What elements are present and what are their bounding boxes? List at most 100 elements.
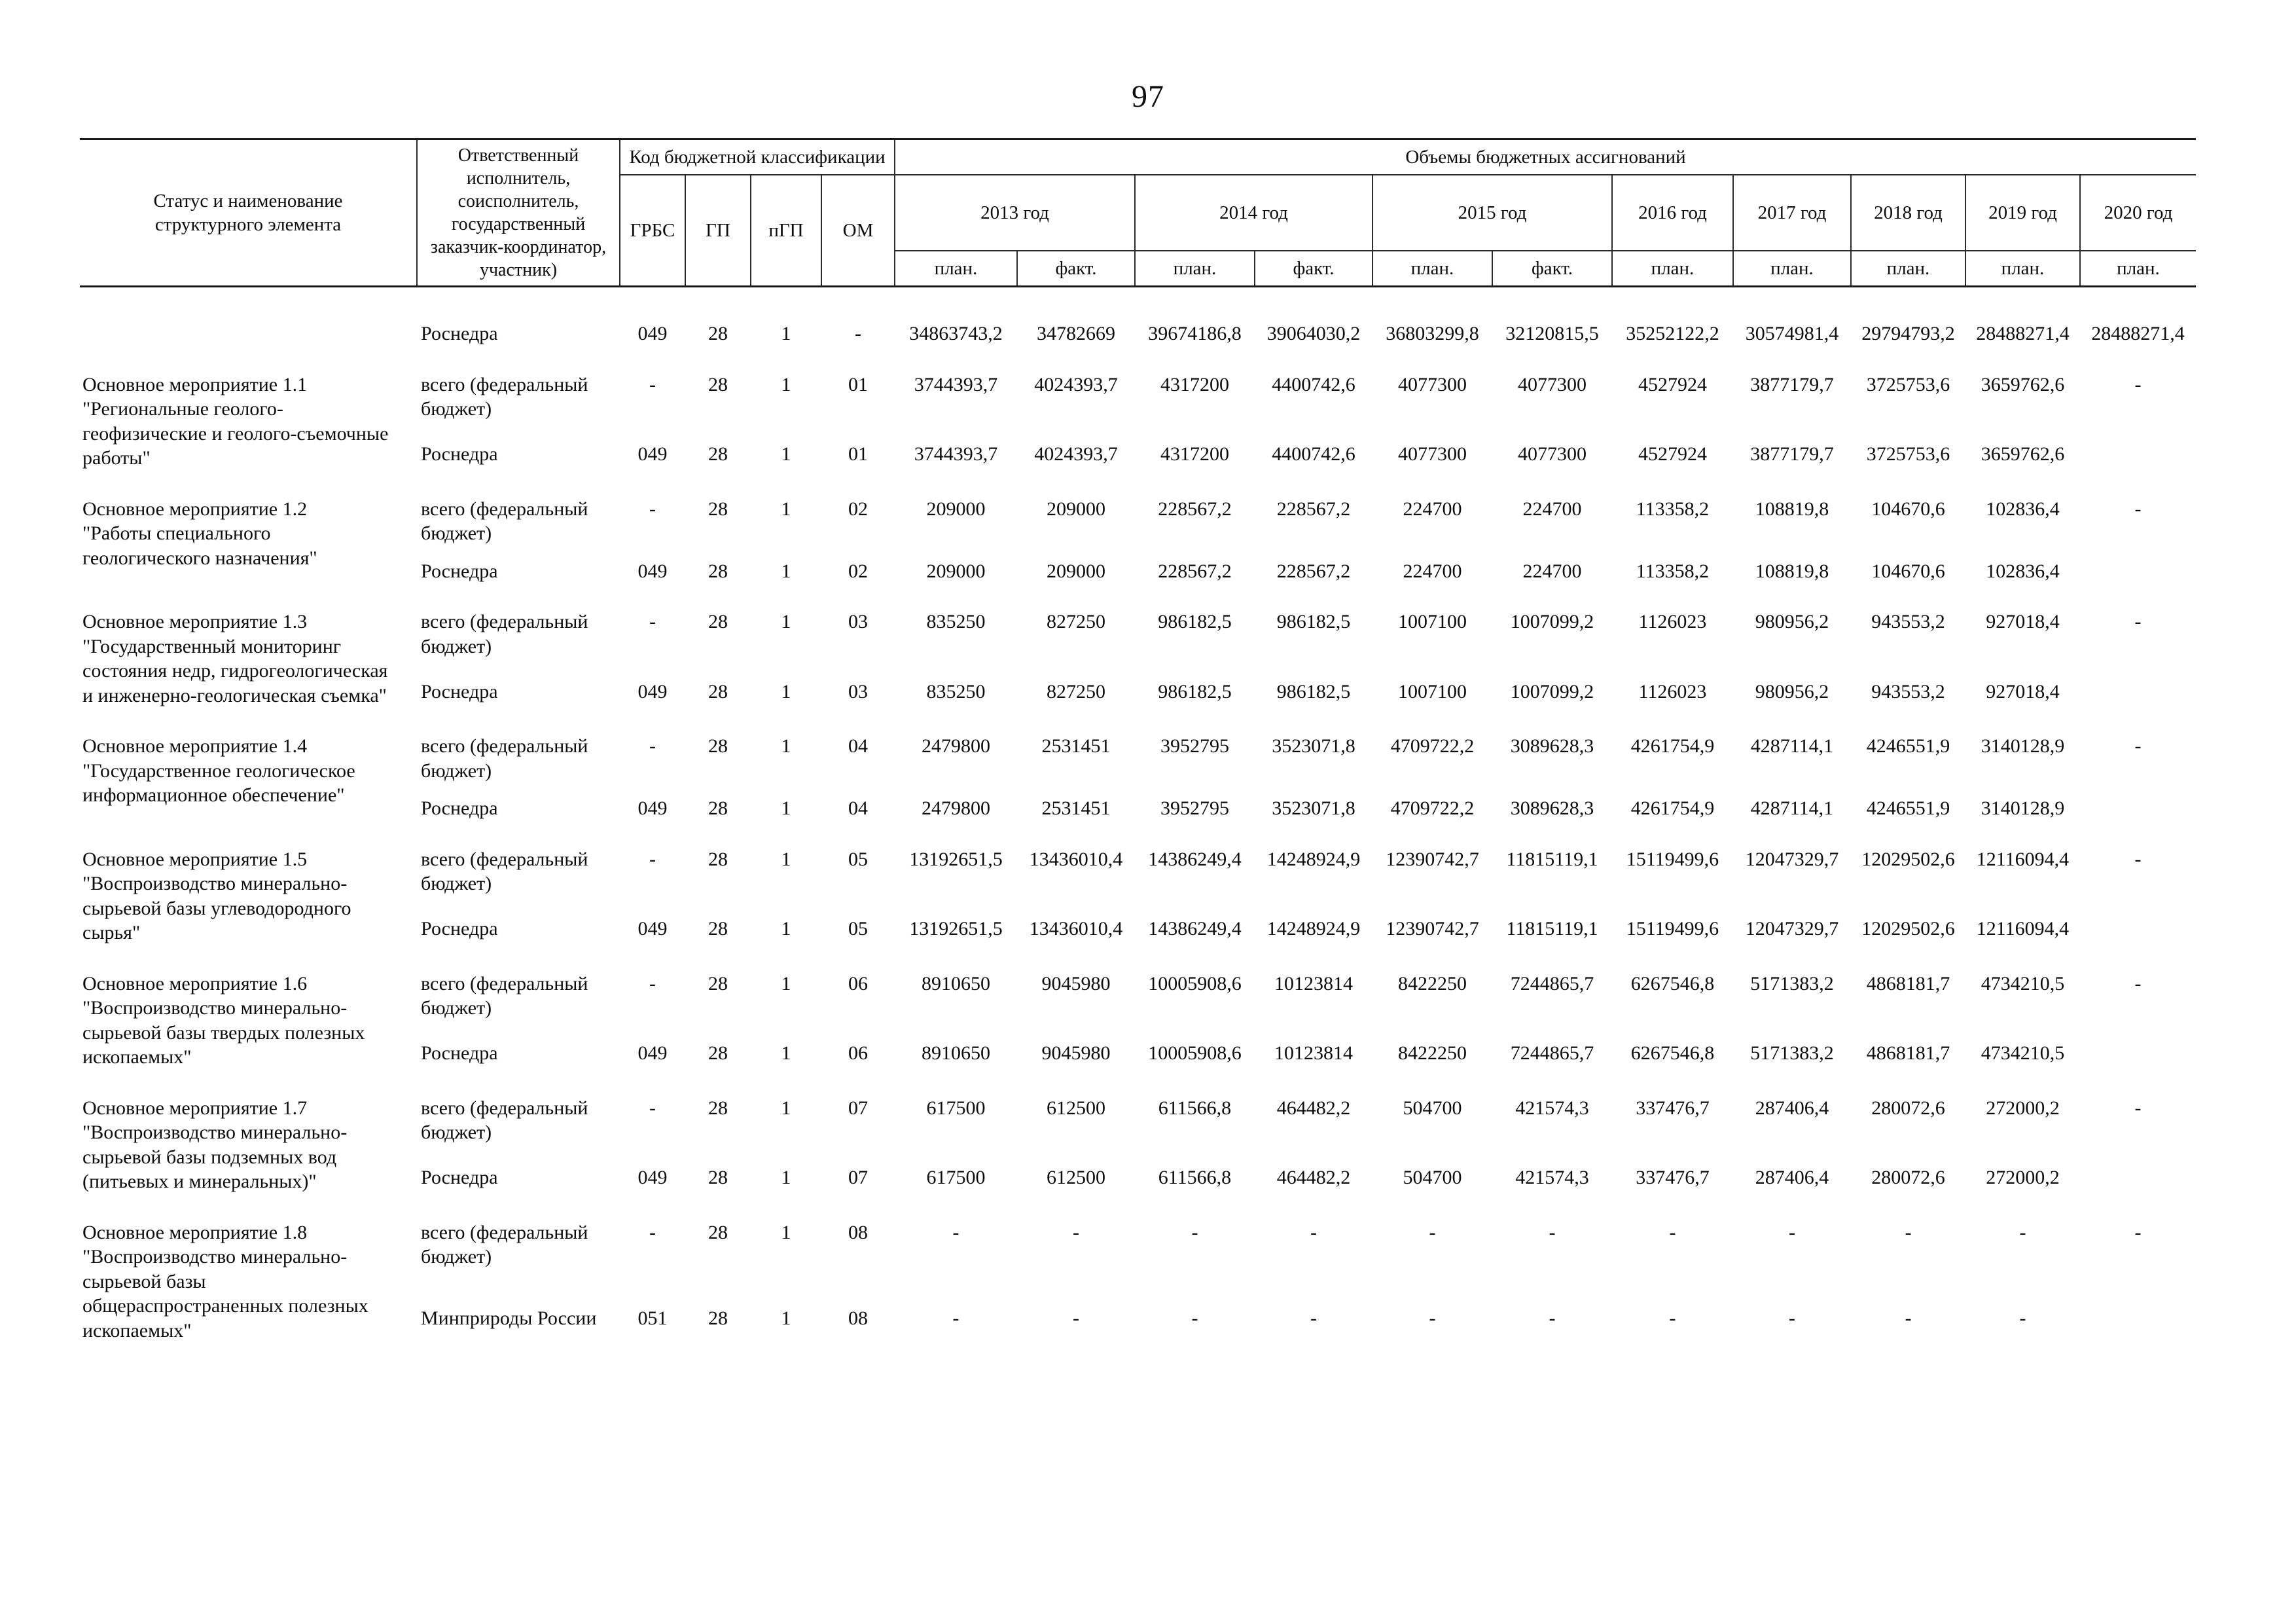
value-cell: 3523071,8 [1272, 797, 1355, 819]
code-cell: 28 [708, 323, 728, 344]
value-cell: 5171383,2 [1750, 972, 1834, 994]
value-cell: 4287114,1 [1750, 797, 1834, 819]
value-cell [2080, 666, 2196, 708]
table-row: Минприроды России 051 28 1 08 - - - - - - - - - - [80, 1293, 2196, 1343]
value-cell [2080, 783, 2196, 821]
value-cell: 421574,3 [1515, 1167, 1589, 1189]
value-cell: 6267546,8 [1630, 972, 1715, 994]
status-cell: Основное мероприятие 1.2 "Работы специаль… [80, 471, 417, 584]
value-cell: 4400742,6 [1272, 373, 1355, 395]
status-title: "Воспроизводство минерально-сырьевой баз… [82, 873, 351, 943]
value-cell: 3725753,6 [1866, 443, 1950, 465]
value-cell: 10005908,6 [1148, 972, 1242, 994]
status-label: Основное мероприятие 1.1 [82, 373, 308, 395]
value-cell: - [1549, 1221, 1556, 1243]
value-cell: - [1429, 1221, 1436, 1243]
code-cell: 28 [708, 797, 728, 819]
value-cell: 209000 [1047, 498, 1105, 520]
value-cell: 927018,4 [1986, 680, 2060, 702]
code-cell: 28 [708, 1307, 728, 1330]
value-cell: 7244865,7 [1510, 972, 1594, 994]
value-cell: 4077300 [1518, 443, 1587, 465]
value-cell: 611566,8 [1158, 1167, 1232, 1189]
executor-cell: всего (федеральный бюджет) [421, 972, 588, 1019]
value-cell: 13192651,5 [909, 848, 1003, 870]
value-cell: 4246551,9 [1866, 797, 1950, 819]
status-cell: Основное мероприятие 1.6 "Воспроизводство… [80, 945, 417, 1070]
value-cell: 7244865,7 [1510, 1042, 1594, 1065]
value-cell: 228567,2 [1276, 498, 1351, 520]
value-cell: 611566,8 [1158, 1097, 1232, 1119]
status-title: "Воспроизводство минерально-сырьевой баз… [82, 1122, 348, 1192]
value-cell: 4734210,5 [1981, 1042, 2065, 1065]
value-cell: 980956,2 [1755, 611, 1829, 632]
header-row-3: план. факт. план. факт. план. факт. план… [80, 249, 2196, 287]
value-cell: 986182,5 [1158, 611, 1232, 632]
table-row: Роснедра 049 28 1 05 13192651,5 13436010,4 1438… [80, 903, 2196, 945]
code-cell: 28 [708, 1097, 728, 1119]
value-cell: 39064030,2 [1266, 323, 1361, 344]
status-label: Основное мероприятие 1.5 [82, 848, 308, 870]
value-cell: 28488271,4 [1976, 323, 2070, 344]
executor-cell: Роснедра [421, 918, 498, 940]
value-cell: 9045980 [1041, 972, 1111, 994]
value-cell: 504700 [1403, 1167, 1462, 1189]
status-label: Основное мероприятие 1.7 [82, 1097, 308, 1119]
value-cell: - [2134, 848, 2142, 870]
value-cell: 28488271,4 [2091, 323, 2185, 344]
value-cell: 986182,5 [1276, 680, 1351, 702]
value-cell: 4246551,9 [1866, 735, 1950, 757]
value-cell: - [1310, 1307, 1317, 1330]
value-cell: - [2134, 611, 2142, 632]
code-cell: 08 [848, 1221, 868, 1243]
executor-cell: Роснедра [421, 560, 498, 582]
code-cell: 04 [848, 797, 868, 819]
table-row: Основное мероприятие 1.2 "Работы специаль… [80, 471, 2196, 569]
table-row: Роснедра 049 28 1 04 2479800 2531451 3952795 352… [80, 783, 2196, 821]
code-cell: 28 [708, 443, 728, 465]
code-cell: 28 [708, 735, 728, 757]
value-cell: 4287114,1 [1750, 735, 1834, 757]
value-cell: 224700 [1403, 560, 1462, 582]
executor-cell: Роснедра [421, 1167, 498, 1189]
code-cell: 049 [637, 1167, 668, 1189]
code-cell: 08 [848, 1307, 868, 1330]
col-header-2014-plan: план. [1134, 249, 1255, 287]
page-number: 97 [1132, 79, 1164, 114]
value-cell: 612500 [1047, 1097, 1105, 1119]
code-cell: 1 [781, 323, 791, 344]
value-cell: 4261754,9 [1630, 735, 1715, 757]
value-cell: 4527924 [1638, 373, 1707, 395]
executor-cell: всего (федеральный бюджет) [421, 498, 588, 545]
status-cell: Основное мероприятие 1.5 "Воспроизводство… [80, 821, 417, 945]
value-cell: - [2019, 1307, 2026, 1330]
value-cell: 12116094,4 [1976, 918, 2070, 940]
status-label: Основное мероприятие 1.3 [82, 611, 308, 632]
value-cell: 209000 [926, 498, 986, 520]
value-cell [2080, 1152, 2196, 1194]
executor-cell: Роснедра [421, 323, 498, 344]
code-cell: - [649, 735, 656, 757]
value-cell: - [1789, 1307, 1795, 1330]
value-cell: 6267546,8 [1630, 1042, 1715, 1065]
code-cell: - [649, 1221, 656, 1243]
value-cell: 1007100 [1398, 611, 1467, 632]
value-cell [2080, 546, 2196, 584]
value-cell: 113358,2 [1636, 560, 1710, 582]
col-header-2019-plan: план. [1965, 249, 2081, 287]
value-cell: - [1191, 1221, 1198, 1243]
value-cell: 3523071,8 [1272, 735, 1355, 757]
value-cell: 1007100 [1398, 680, 1467, 702]
value-cell: 34782669 [1037, 323, 1115, 344]
code-cell: - [649, 373, 656, 395]
value-cell: - [952, 1221, 960, 1243]
value-cell: 980956,2 [1755, 680, 1829, 702]
value-cell: 30574981,4 [1745, 323, 1839, 344]
value-cell: 8422250 [1398, 1042, 1467, 1065]
value-cell: 3877179,7 [1750, 443, 1834, 465]
value-cell: 3744393,7 [914, 373, 998, 395]
value-cell: 29794793,2 [1861, 323, 1955, 344]
value-cell: 13436010,4 [1029, 918, 1123, 940]
value-cell: 15119499,6 [1626, 918, 1719, 940]
